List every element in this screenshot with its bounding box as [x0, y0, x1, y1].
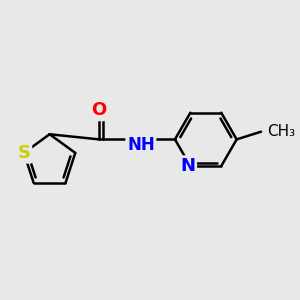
Text: O: O [92, 101, 107, 119]
Text: S: S [17, 144, 30, 162]
Text: CH₃: CH₃ [268, 124, 296, 139]
Text: NH: NH [127, 136, 155, 154]
Text: N: N [180, 157, 195, 175]
